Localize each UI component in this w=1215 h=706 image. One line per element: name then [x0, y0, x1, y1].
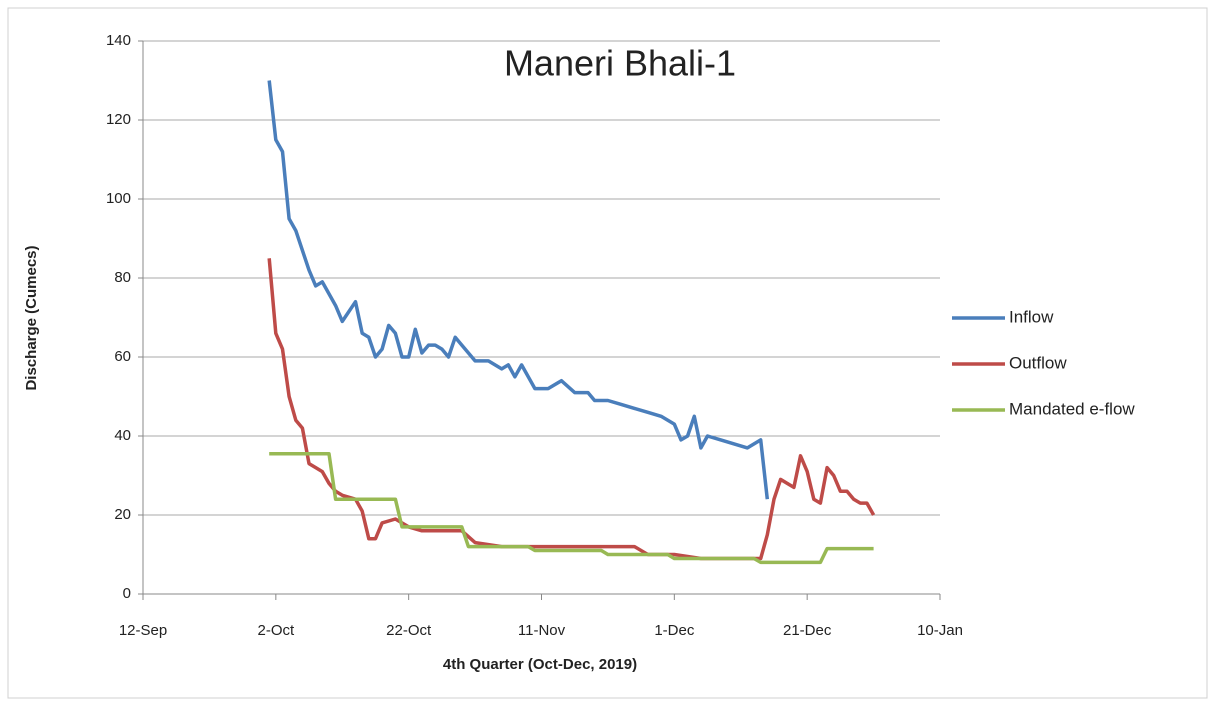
legend-label: Mandated e-flow — [1009, 399, 1135, 418]
y-tick-label: 120 — [106, 111, 131, 128]
x-tick-label: 11-Nov — [518, 622, 566, 639]
y-tick-label: 140 — [106, 32, 131, 49]
x-tick-label: 2-Oct — [257, 622, 295, 639]
legend-label: Inflow — [1009, 307, 1054, 326]
x-tick-label: 21-Dec — [783, 622, 832, 639]
y-tick-label: 60 — [114, 348, 131, 365]
y-tick-label: 80 — [114, 269, 131, 286]
y-tick-label: 20 — [114, 506, 131, 523]
chart-title: Maneri Bhali-1 — [504, 43, 736, 84]
y-tick-label: 40 — [114, 427, 131, 444]
data-line — [267, 258, 876, 561]
x-axis-label: 4th Quarter (Oct-Dec, 2019) — [443, 656, 637, 673]
x-tick-label: 1-Dec — [654, 622, 695, 639]
data-line — [269, 452, 874, 565]
legend-label: Outflow — [1009, 353, 1067, 372]
y-tick-label: 0 — [123, 585, 131, 602]
y-axis-label: Discharge (Cumecs) — [23, 245, 40, 390]
y-tick-label: 100 — [106, 190, 131, 207]
chart-frame — [7, 7, 1208, 699]
x-tick-label: 12-Sep — [119, 622, 167, 639]
data-line — [267, 80, 770, 500]
x-tick-label: 22-Oct — [386, 622, 432, 639]
x-tick-label: 10-Jan — [917, 622, 963, 639]
